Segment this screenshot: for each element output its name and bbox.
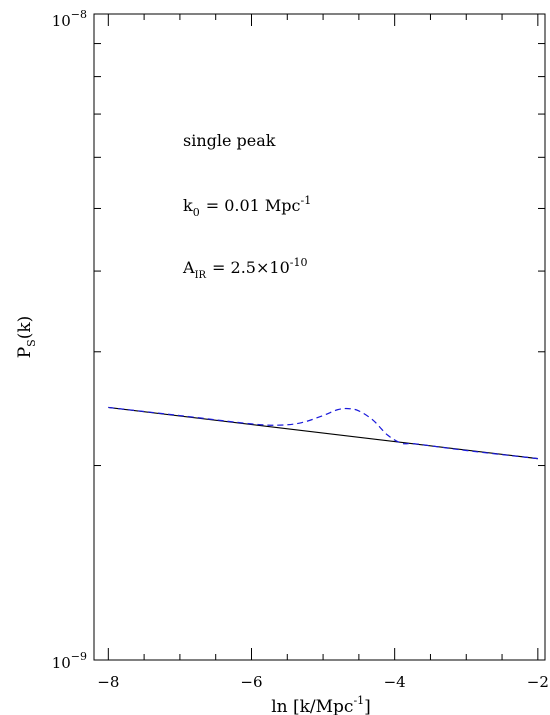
series-layer <box>108 406 538 460</box>
x-tick-labels: −8 −6 −4 −2 <box>97 673 549 691</box>
x-tick-label: −6 <box>240 673 262 691</box>
annotation-model: single peak <box>183 131 276 150</box>
x-tick-label: −4 <box>384 673 406 691</box>
plot-frame <box>93 13 546 661</box>
y-tick-label-bottom: 10−9 <box>52 650 87 672</box>
x-tick-label: −2 <box>527 673 549 691</box>
x-axis-title: ln [k/Mpc-1] <box>271 694 371 715</box>
annotation-k0: k0 = 0.01 Mpc-1 <box>183 194 311 219</box>
series-line-dashed <box>108 406 538 460</box>
y-axis-title: PS(k) <box>15 316 38 359</box>
ticks <box>94 13 545 661</box>
y-tick-label-top: 10−8 <box>52 8 87 30</box>
annotation-air: AIR = 2.5×10-10 <box>182 256 307 281</box>
x-tick-label: −8 <box>97 673 119 691</box>
